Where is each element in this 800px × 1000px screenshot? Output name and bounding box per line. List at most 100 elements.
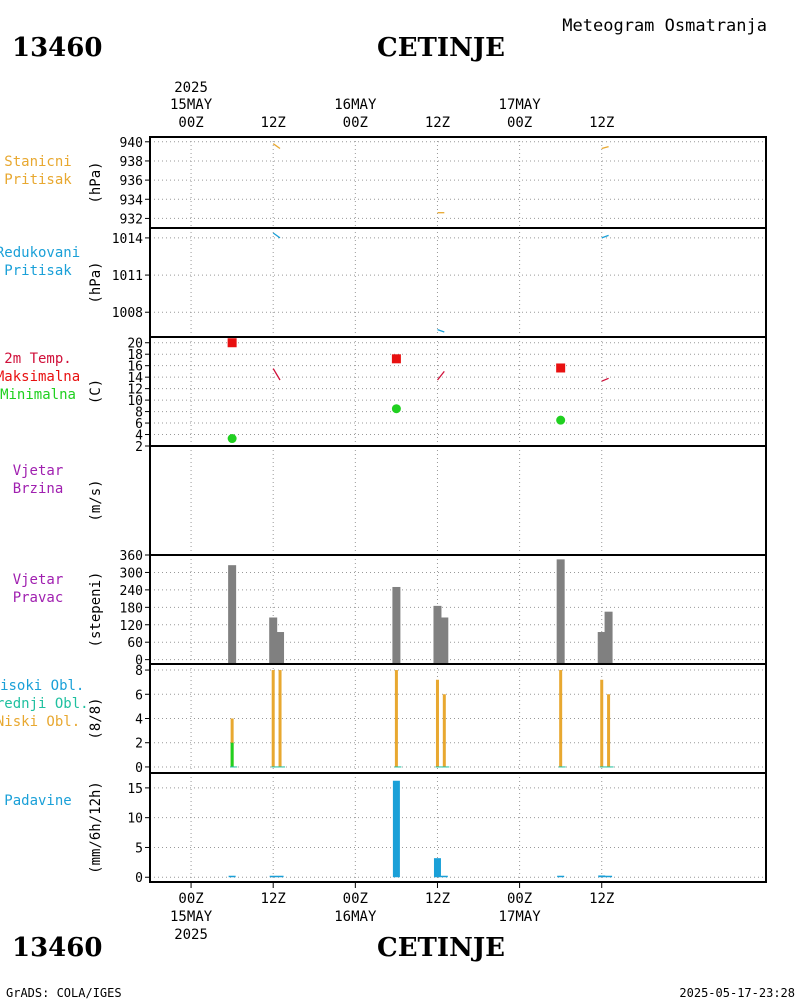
max-temp-marker bbox=[391, 354, 401, 364]
low-cloud-bar bbox=[278, 670, 282, 767]
panel-label: Niski Obl. bbox=[0, 714, 80, 730]
series-segment bbox=[601, 377, 609, 382]
series-segment bbox=[601, 234, 609, 239]
precipitation-bar bbox=[276, 875, 284, 878]
panel-label: Brzina bbox=[13, 481, 64, 497]
panel-label: Srednji Obl. bbox=[0, 696, 89, 712]
footer-timestamp: 2025-05-17-23:28 bbox=[679, 986, 795, 1000]
y-tick-label: 60 bbox=[127, 636, 143, 651]
y-tick-label: 8 bbox=[135, 406, 143, 421]
y-tick-label: 932 bbox=[120, 212, 143, 227]
x-tick-label-bottom: 00Z bbox=[343, 891, 368, 907]
precipitation-bar bbox=[598, 875, 606, 878]
y-tick-label: 0 bbox=[135, 761, 143, 776]
x-tick-label-bottom: 17MAY bbox=[499, 909, 542, 925]
y-tick-label: 1014 bbox=[112, 232, 143, 247]
y-tick-label: 938 bbox=[120, 155, 143, 170]
station-name-top: CETINJE bbox=[377, 33, 505, 63]
min-temp-marker bbox=[391, 404, 401, 414]
y-tick-label: 10 bbox=[127, 812, 143, 827]
y-tick-label: 18 bbox=[127, 348, 143, 363]
wind-direction-bar bbox=[269, 617, 278, 664]
y-tick-label: 240 bbox=[120, 584, 143, 599]
x-tick-label-bottom: 16MAY bbox=[334, 909, 377, 925]
precipitation-bar bbox=[433, 858, 441, 878]
wind-direction-bar bbox=[597, 632, 606, 664]
y-tick-label: 2 bbox=[135, 440, 143, 455]
panel-frame bbox=[149, 445, 767, 556]
panel-frame bbox=[149, 336, 767, 447]
y-tick-label: 940 bbox=[120, 136, 143, 151]
x-tick-label-top: 12Z bbox=[425, 115, 450, 131]
panel-label: Stanicni bbox=[4, 154, 71, 170]
y-tick-label: 1011 bbox=[112, 269, 143, 284]
y-tick-label: 8 bbox=[135, 664, 143, 679]
x-tick-label-bottom: 15MAY bbox=[170, 909, 213, 925]
series-segment bbox=[272, 143, 281, 150]
low-cloud-bar bbox=[607, 694, 611, 767]
precipitation-bar bbox=[228, 875, 236, 878]
unit-label: (m/s) bbox=[88, 479, 104, 521]
panel-wind-direction: 0 60 120 180 240 300 360 (stepeni) Vjetar Pravac bbox=[13, 549, 767, 669]
wind-direction-bar bbox=[276, 632, 285, 664]
x-tick-label-top: 12Z bbox=[589, 115, 614, 131]
y-tick-label: 120 bbox=[120, 619, 143, 634]
panel-label: Vjetar bbox=[13, 463, 64, 479]
unit-label: (hPa) bbox=[88, 161, 104, 203]
y-tick-label: 2 bbox=[135, 737, 143, 752]
unit-label: (stepeni) bbox=[88, 572, 104, 648]
y-tick-label: 15 bbox=[127, 782, 143, 797]
x-axis-bottom: 00Z 15MAY 2025 12Z 00Z 16MAY 12Z 00Z 17MAY 12Z bbox=[170, 882, 614, 943]
precipitation-bar bbox=[392, 780, 400, 878]
panel-label: Padavine bbox=[4, 793, 71, 809]
station-id-top: 13460 bbox=[12, 33, 102, 63]
min-temp-marker bbox=[227, 434, 237, 444]
x-tick-label-bottom: 12Z bbox=[261, 891, 286, 907]
series-segment bbox=[436, 370, 445, 381]
chart-title: Meteogram Osmatranja bbox=[562, 16, 767, 36]
low-cloud-bar bbox=[559, 670, 563, 767]
panel-label: Maksimalna bbox=[0, 369, 80, 385]
y-tick-label: 6 bbox=[135, 417, 143, 432]
x-tick-label-top: 17MAY bbox=[499, 97, 542, 113]
x-tick-label-top: 00Z bbox=[178, 115, 203, 131]
y-tick-label: 1008 bbox=[112, 306, 143, 321]
wind-direction-bar bbox=[604, 611, 613, 664]
wind-direction-bar bbox=[440, 617, 449, 664]
max-temp-marker bbox=[227, 338, 237, 348]
y-tick-label: 4 bbox=[135, 713, 143, 728]
y-tick-label: 14 bbox=[127, 371, 143, 386]
x-tick-label-top: 12Z bbox=[261, 115, 286, 131]
y-tick-label: 0 bbox=[135, 654, 143, 669]
y-tick-label: 20 bbox=[127, 337, 143, 352]
y-tick-label: 10 bbox=[127, 394, 143, 409]
y-tick-label: 934 bbox=[120, 193, 144, 208]
x-tick-label-top: 00Z bbox=[507, 115, 532, 131]
wind-direction-bar bbox=[433, 605, 442, 664]
unit-label: (hPa) bbox=[88, 261, 104, 303]
wind-direction-bar bbox=[392, 586, 401, 664]
y-tick-label: 300 bbox=[120, 566, 143, 581]
panel-label: Visoki Obl. bbox=[0, 678, 84, 694]
panel-frame bbox=[149, 136, 767, 229]
series-segment bbox=[437, 328, 445, 333]
series-segment bbox=[601, 145, 609, 150]
panel-frame bbox=[149, 554, 767, 665]
panel-station-pressure: 932 934 936 938 940 (hPa) Stanicni Pritisak bbox=[4, 136, 767, 229]
low-cloud-bar bbox=[271, 670, 275, 767]
mid-cloud-bar bbox=[230, 742, 234, 767]
y-tick-label: 360 bbox=[120, 549, 143, 564]
footer-credit: GrADS: COLA/IGES bbox=[6, 986, 122, 1000]
y-tick-label: 6 bbox=[135, 688, 143, 703]
low-cloud-bar bbox=[600, 679, 604, 767]
panel-label: Minimalna bbox=[0, 387, 76, 403]
unit-label: (mm/6h/12h) bbox=[88, 781, 104, 874]
y-tick-label: 5 bbox=[135, 841, 143, 856]
panel-cloud-cover: 0 2 4 6 8 (8/8)Visoki Obl. Srednji Obl. Niski O… bbox=[0, 663, 767, 776]
wind-direction-bar bbox=[228, 565, 237, 664]
min-temp-marker bbox=[556, 415, 566, 425]
unit-label: (8/8) bbox=[88, 697, 104, 739]
